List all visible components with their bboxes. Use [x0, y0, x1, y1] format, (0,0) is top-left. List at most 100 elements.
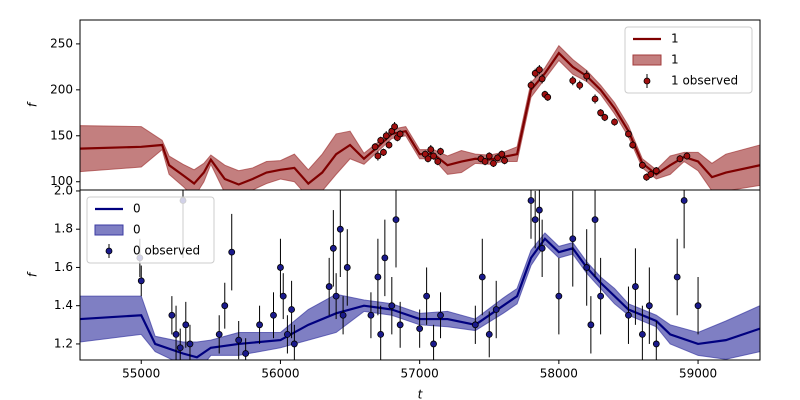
- observed-point: [538, 75, 546, 83]
- observed-point: [332, 292, 340, 300]
- observed-point: [381, 254, 389, 262]
- y-tick-label: 1.4: [54, 298, 73, 312]
- observed-point: [597, 109, 605, 117]
- observed-point: [625, 130, 632, 138]
- observed-point: [434, 158, 442, 165]
- observed-point: [576, 81, 584, 89]
- observed-point: [591, 216, 599, 224]
- x-tick-label: 59000: [679, 367, 717, 381]
- plot-area: [80, 190, 760, 360]
- observed-point: [325, 283, 333, 290]
- observed-point: [638, 330, 646, 338]
- observed-point: [367, 311, 375, 319]
- legend-label: 0 observed: [133, 244, 200, 258]
- observed-point: [288, 306, 295, 313]
- observed-point: [535, 66, 543, 74]
- observed-point: [182, 321, 190, 329]
- observed-point: [228, 248, 236, 256]
- observed-point: [284, 330, 291, 338]
- observed-point: [374, 273, 382, 281]
- observed-point: [673, 273, 681, 281]
- observed-point: [380, 148, 387, 156]
- observed-point: [494, 154, 502, 162]
- observed-point: [215, 330, 223, 338]
- observed-point: [569, 235, 577, 243]
- observed-point: [694, 302, 702, 310]
- observed-point: [172, 330, 180, 338]
- observed-point: [683, 152, 691, 160]
- observed-point: [186, 340, 194, 348]
- observed-point: [481, 158, 489, 165]
- observed-point: [544, 93, 552, 101]
- observed-point: [290, 340, 298, 348]
- x-tick-label: 57000: [401, 367, 439, 381]
- legend-marker: [105, 247, 113, 255]
- y-tick-label: 1.8: [54, 222, 73, 236]
- x-tick-label: 55000: [122, 367, 160, 381]
- observed-point: [388, 302, 396, 310]
- observed-point: [392, 216, 400, 224]
- observed-point: [371, 143, 379, 151]
- observed-point: [538, 244, 546, 252]
- observed-point: [336, 225, 344, 233]
- observed-point: [601, 114, 609, 121]
- observed-point: [221, 302, 229, 310]
- y-tick-label: 150: [50, 128, 73, 142]
- observed-point: [555, 292, 563, 300]
- observed-point: [490, 159, 497, 167]
- observed-point: [277, 264, 284, 271]
- observed-point: [485, 330, 493, 338]
- legend-label: 1 observed: [671, 74, 738, 88]
- observed-point: [531, 69, 539, 77]
- legend-label: 0: [133, 202, 141, 216]
- x-tick-label: 58000: [540, 367, 578, 381]
- observed-point: [270, 311, 277, 319]
- observed-point: [396, 130, 404, 138]
- observed-point: [137, 277, 145, 285]
- observed-point: [485, 152, 493, 160]
- observed-point: [343, 264, 351, 271]
- observed-point: [531, 216, 539, 224]
- observed-point: [527, 197, 535, 204]
- observed-point: [535, 206, 543, 214]
- observed-point: [242, 350, 250, 357]
- observed-point: [339, 311, 347, 319]
- observed-point: [396, 321, 404, 329]
- x-tick-label: 56000: [261, 367, 299, 381]
- uncertainty-band: [80, 44, 760, 190]
- observed-point: [501, 157, 508, 164]
- observed-point: [583, 72, 591, 80]
- observed-point: [647, 170, 655, 178]
- observed-point: [256, 321, 263, 329]
- y-tick-label: 1.6: [54, 260, 73, 274]
- observed-point: [611, 118, 618, 126]
- observed-point: [437, 148, 444, 155]
- observed-point: [437, 311, 444, 319]
- observed-point: [430, 340, 437, 348]
- observed-point: [416, 325, 424, 333]
- legend-box: [624, 26, 753, 94]
- observed-point: [632, 283, 639, 290]
- observed-point: [492, 306, 500, 313]
- observed-point: [680, 197, 688, 204]
- legend-patch: [94, 224, 124, 236]
- legend-patch: [632, 54, 662, 66]
- observed-point: [374, 152, 382, 160]
- observed-point: [279, 292, 287, 300]
- observed-point: [478, 273, 486, 281]
- observed-point: [427, 146, 435, 153]
- legend-label: 1: [671, 53, 679, 67]
- observed-point: [391, 123, 398, 130]
- observed-point: [424, 155, 432, 163]
- observed-point: [377, 136, 385, 144]
- observed-point: [652, 340, 660, 348]
- observed-point: [625, 311, 632, 319]
- observed-point: [645, 302, 653, 310]
- y-tick-label: 100: [50, 174, 73, 188]
- observed-point: [591, 95, 599, 103]
- observed-point: [597, 292, 605, 300]
- observed-point: [652, 167, 660, 175]
- plot-area: [80, 44, 760, 190]
- legend-label: 1: [671, 32, 679, 46]
